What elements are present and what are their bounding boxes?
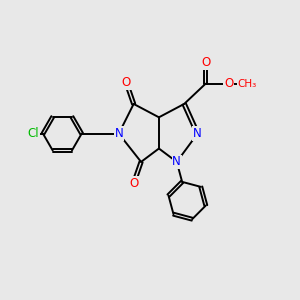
- Text: N: N: [114, 127, 123, 140]
- Text: O: O: [129, 177, 138, 190]
- Text: O: O: [224, 77, 233, 90]
- Text: O: O: [122, 76, 131, 89]
- Text: Cl: Cl: [28, 127, 39, 140]
- Text: N: N: [172, 155, 181, 168]
- Text: O: O: [201, 56, 210, 69]
- Text: CH₃: CH₃: [238, 79, 257, 89]
- Text: N: N: [193, 127, 202, 140]
